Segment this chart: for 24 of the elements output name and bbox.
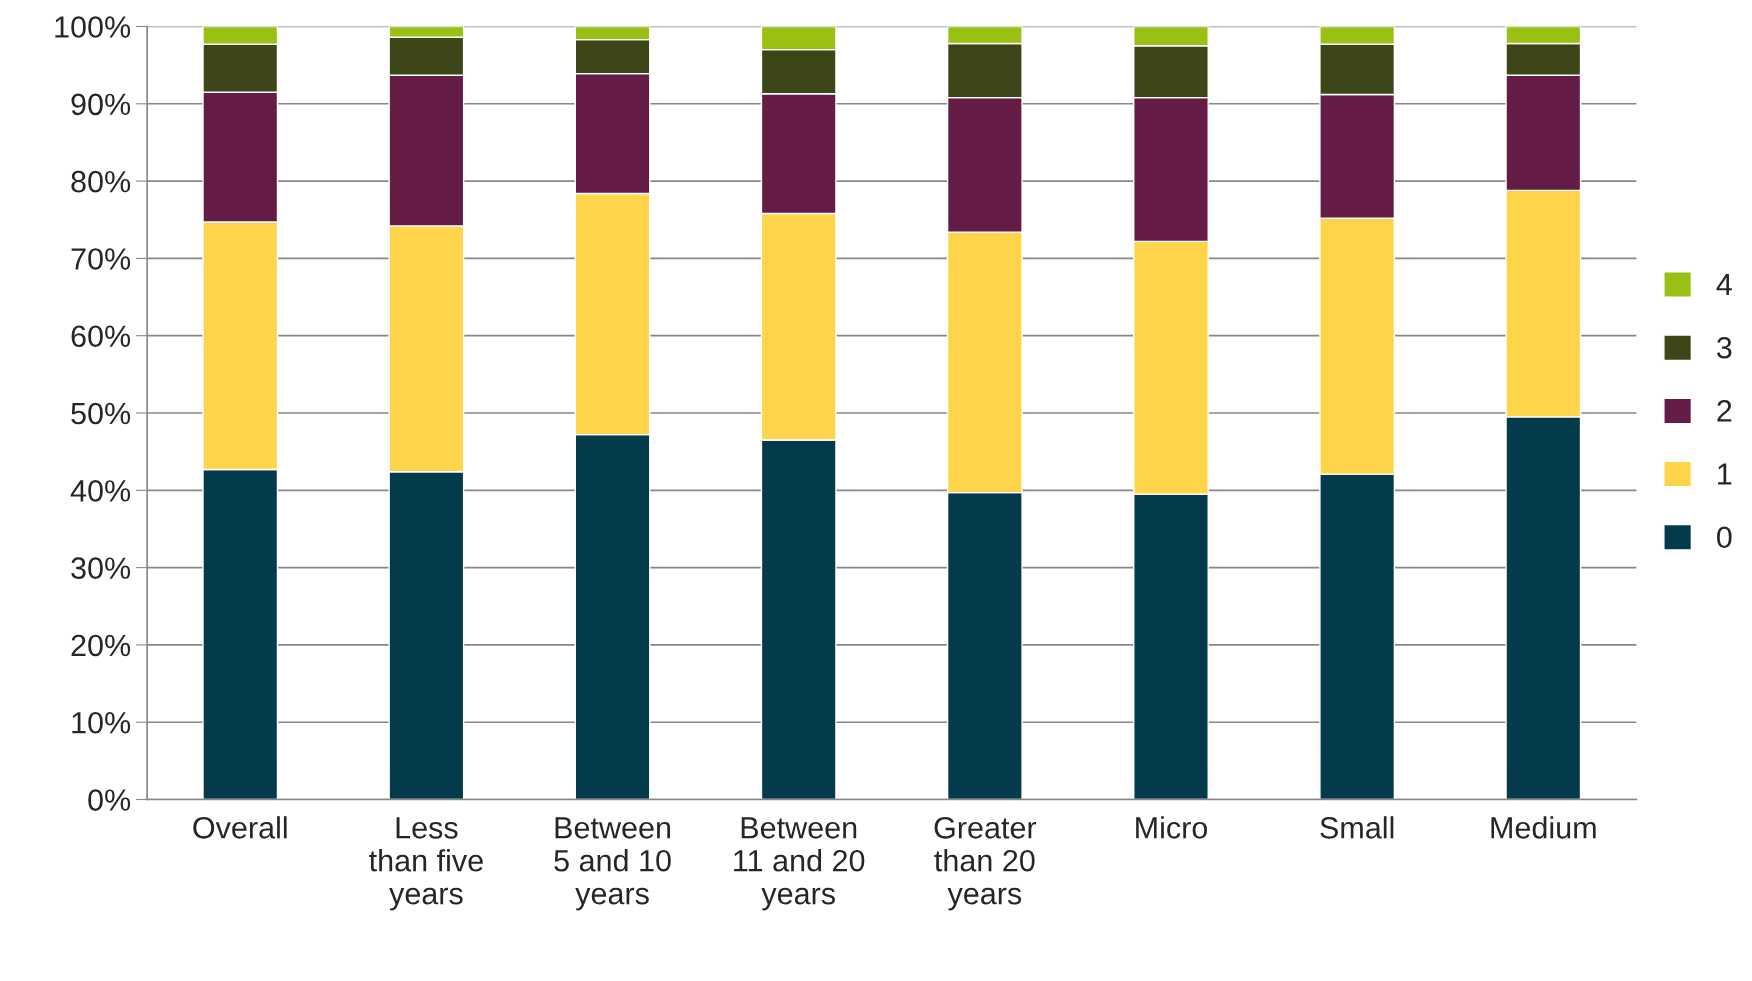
legend-label: 3 (1716, 336, 1732, 359)
x-tick-label: Micro (1136, 816, 1208, 839)
legend-label: 2 (1717, 400, 1732, 422)
y-tick-label: 70% (71, 248, 131, 270)
legend-label: 0 (1717, 526, 1732, 549)
y-tick-label: 90% (71, 93, 131, 116)
x-tick-label: Less than five years (369, 817, 483, 911)
x-tick-label: Between 5 and 10 years (554, 817, 671, 911)
x-tick-label: Between 11 and 20 years (734, 817, 865, 911)
y-tick-label: 10% (72, 711, 131, 734)
y-tick-label: 100% (55, 16, 131, 38)
y-tick-label: 60% (71, 325, 131, 348)
x-tick-label: Greater than 20 years (934, 816, 1037, 911)
y-tick-label: 0% (88, 789, 131, 811)
y-tick-label: 20% (71, 634, 131, 657)
y-tick-label: 40% (70, 480, 131, 502)
legend-label: 4 (1716, 274, 1732, 296)
x-tick-label: Medium (1491, 816, 1596, 839)
legend-label: 1 (1718, 463, 1732, 485)
y-tick-label: 80% (71, 170, 131, 193)
y-tick-label: 50% (71, 402, 131, 425)
x-tick-label: Overall (193, 816, 287, 839)
y-tick-label: 30% (71, 557, 131, 579)
x-tick-label: Small (1320, 816, 1394, 839)
